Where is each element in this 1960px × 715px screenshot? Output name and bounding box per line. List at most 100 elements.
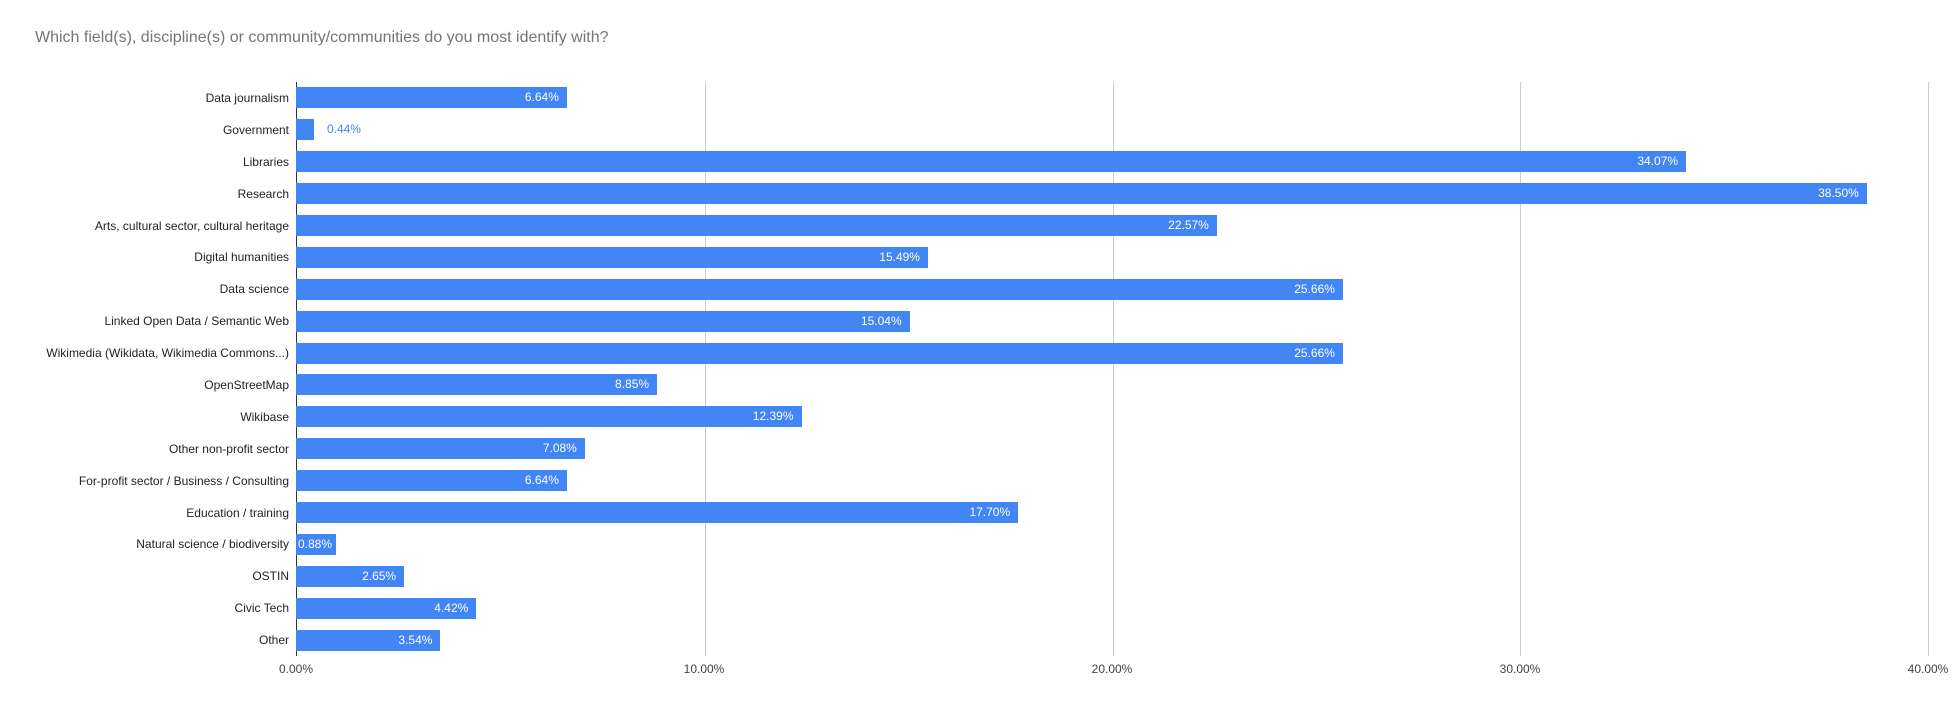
chart-row: OpenStreetMap 8.85% (0, 369, 1928, 401)
bar-value-label: 8.85% (615, 377, 650, 392)
bar-cell: 25.66% (296, 342, 1928, 364)
bar-value-label: 38.50% (1818, 186, 1859, 201)
chart-row: For-profit sector / Business / Consultin… (0, 465, 1928, 497)
category-label: Other non-profit sector (168, 441, 289, 456)
bar-value-label: 2.65% (362, 568, 397, 583)
bar: 8.85% (296, 374, 658, 396)
chart-row: Digital humanities 15.49% (0, 241, 1928, 273)
bar: 12.39% (296, 406, 802, 428)
bar-cell: 4.42% (296, 597, 1928, 619)
category-label: Education / training (186, 505, 289, 520)
category-label: OSTIN (252, 569, 289, 584)
chart-row: Wikimedia (Wikidata, Wikimedia Commons..… (0, 337, 1928, 369)
bar-cell: 0.44% (296, 119, 1928, 141)
category-label: Wikibase (240, 409, 289, 424)
bar-value-label: 0.44% (326, 122, 361, 137)
bar: 15.49% (296, 246, 928, 268)
bar-cell: 3.54% (296, 629, 1928, 651)
bar-cell: 0.88% (296, 533, 1928, 555)
chart-row: Data science 25.66% (0, 273, 1928, 305)
bar-cell: 8.85% (296, 374, 1928, 396)
category-label: Other (258, 633, 289, 648)
x-axis-tick-label: 30.00% (1499, 662, 1541, 676)
chart-row: Other non-profit sector 7.08% (0, 433, 1928, 465)
bar-value-label: 25.66% (1294, 281, 1335, 296)
bar-cell: 2.65% (296, 565, 1928, 587)
bar: 0.44% (296, 119, 361, 141)
category-label: Civic Tech (234, 601, 289, 616)
bar: 3.54% (296, 629, 441, 651)
gridline (1928, 82, 1929, 656)
category-label: Data journalism (205, 90, 289, 105)
chart-row: Data journalism 6.64% (0, 82, 1928, 114)
bar: 17.70% (296, 502, 1019, 524)
chart-row: Linked Open Data / Semantic Web 15.04% (0, 305, 1928, 337)
category-label: Research (237, 186, 289, 201)
chart-rows: Data journalism 6.64% Government 0.44% Libra… (0, 82, 1928, 656)
bar-cell: 17.70% (296, 502, 1928, 524)
category-label: Linked Open Data / Semantic Web (104, 314, 289, 329)
bar-cell: 6.64% (296, 87, 1928, 109)
category-label: Wikimedia (Wikidata, Wikimedia Commons..… (46, 346, 289, 361)
x-axis-tick-label: 10.00% (683, 662, 725, 676)
bar: 6.64% (296, 470, 567, 492)
category-label: Digital humanities (194, 250, 289, 265)
category-label: For-profit sector / Business / Consultin… (78, 473, 289, 488)
plot-area (296, 82, 1929, 656)
chart-row: Education / training 17.70% (0, 497, 1928, 529)
bar-cell: 15.49% (296, 246, 1928, 268)
bar-cell: 34.07% (296, 151, 1928, 173)
chart-row: OSTIN 2.65% (0, 560, 1928, 592)
category-label: Natural science / biodiversity (136, 537, 289, 552)
bar-value-label: 6.64% (524, 90, 559, 105)
bar-value-label: 15.49% (879, 249, 920, 264)
gridline (1112, 82, 1114, 656)
category-label: Arts, cultural sector, cultural heritage (94, 218, 289, 233)
bar: 6.64% (296, 87, 567, 109)
category-label: Government (222, 122, 289, 137)
bar-cell: 38.50% (296, 183, 1928, 205)
chart-row: Research 38.50% (0, 178, 1928, 210)
bar-value-label: 3.54% (398, 632, 433, 647)
x-axis-tick-label: 40.00% (1907, 662, 1949, 676)
bar-cell: 25.66% (296, 278, 1928, 300)
category-label: Data science (219, 282, 289, 297)
category-label: OpenStreetMap (204, 377, 289, 392)
bar-cell: 7.08% (296, 438, 1928, 460)
bar: 7.08% (296, 438, 585, 460)
chart-row: Civic Tech 4.42% (0, 592, 1928, 624)
bar: 0.88% (296, 533, 337, 555)
bar-value-label: 25.66% (1294, 345, 1335, 360)
bar-value-label: 22.57% (1168, 218, 1209, 232)
gridline (704, 82, 706, 656)
bar-cell: 6.64% (296, 470, 1928, 492)
x-axis: 0.00% 10.00% 20.00% 30.00% 40.00% (279, 662, 1948, 680)
bar-value-label: 12.39% (752, 409, 794, 424)
bar-value-label: 6.64% (524, 473, 559, 488)
chart-title: Which field(s), discipline(s) or communi… (35, 29, 609, 46)
bar-value-label: 4.42% (434, 600, 469, 615)
bar-value-label: 0.88% (296, 533, 337, 555)
bar-cell: 15.04% (296, 310, 1928, 332)
x-axis-tick-label: 20.00% (1091, 662, 1133, 676)
category-label: Libraries (242, 154, 289, 169)
chart-row: Government 0.44% (0, 114, 1928, 146)
bar: 34.07% (296, 151, 1687, 173)
bar-cell: 12.39% (296, 406, 1928, 428)
bar-value-label: 34.07% (1637, 154, 1679, 169)
bar-value-label: 15.04% (860, 313, 902, 328)
bar: 38.50% (296, 183, 1867, 205)
bar: 4.42% (296, 597, 477, 619)
bar-cell: 22.57% (296, 215, 1928, 236)
bar: 2.65% (296, 565, 405, 587)
gridline (1520, 82, 1522, 656)
chart-row: Arts, cultural sector, cultural heritage… (0, 210, 1928, 242)
bar: 25.66% (296, 342, 1343, 364)
bar: 15.04% (296, 310, 910, 332)
chart-row: Wikibase 12.39% (0, 401, 1928, 433)
bar-value-label: 17.70% (969, 505, 1011, 520)
bar-value-label: 7.08% (542, 441, 577, 456)
chart-row: Natural science / biodiversity 0.88% (0, 528, 1928, 560)
bar: 22.57% (296, 215, 1217, 236)
